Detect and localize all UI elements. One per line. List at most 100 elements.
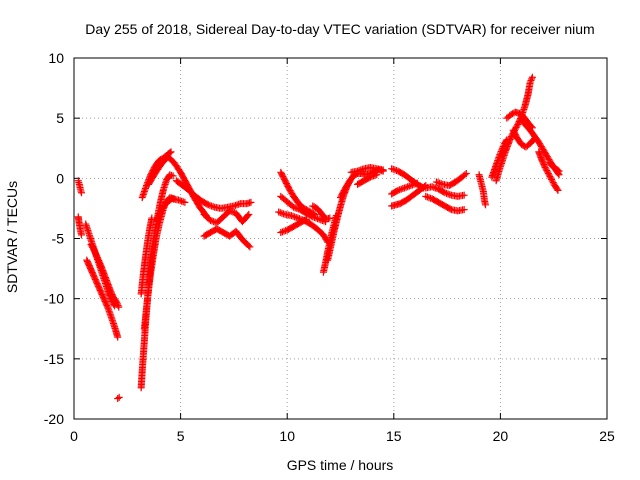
data-point [247,198,255,206]
data-point [460,191,468,199]
data-point [291,213,299,221]
data-point [309,213,317,221]
data-point [113,298,121,306]
data-point [301,216,309,224]
data-point [528,75,536,83]
x-tick-label: 15 [386,428,402,444]
data-point [373,171,381,179]
data-point [400,184,408,192]
data-point [412,180,420,188]
data-point [446,191,454,199]
data-point [156,210,164,218]
data-point [229,208,237,216]
x-tick-label: 10 [279,428,295,444]
data-point [528,73,536,81]
data-point [154,215,162,223]
data-point [544,168,552,176]
data-point [413,179,421,187]
data-point [553,185,561,193]
data-point [315,215,323,223]
data-point [181,198,189,206]
data-point [169,172,177,180]
data-point [371,171,379,179]
data-point [514,120,522,128]
data-point [397,185,405,193]
data-point [507,132,515,140]
data-point [77,189,85,197]
data-point [541,162,549,170]
data-point [277,228,285,236]
data-point [115,303,123,311]
data-point [437,180,445,188]
data-point [410,180,418,188]
data-point [548,177,556,185]
y-tick-label: -20 [44,411,64,427]
grid-lines [74,58,607,419]
data-point [89,245,97,253]
data-point [481,201,489,209]
data-point [527,76,535,84]
data-point [206,216,214,224]
data-point [554,186,562,194]
data-point [208,202,216,210]
data-point [166,171,174,179]
y-tick-label: 0 [56,170,64,186]
data-point [443,189,451,197]
data-point [402,183,410,191]
data-point [208,217,216,225]
data-point [434,179,442,187]
data-point [444,190,452,198]
data-point [436,179,444,187]
data-point [394,186,402,194]
data-point [245,242,253,250]
data-point [278,228,286,236]
data-point [326,214,334,222]
data-point [428,183,436,191]
data-point [317,216,325,224]
axis-ticks: 0 5 10 15 20 25 -20 -15 -10 -5 0 5 10 [44,50,615,444]
data-point [425,194,433,202]
data-point [555,167,563,175]
data-point [399,185,407,193]
data-point [290,203,298,211]
data-points [74,73,563,403]
data-point [391,166,399,174]
data-point [156,209,164,217]
data-point [276,209,284,217]
data-point [167,148,175,156]
data-point [546,173,554,181]
y-tick-label: -5 [52,231,65,247]
data-point [549,179,557,187]
data-point [244,212,252,220]
chart-title: Day 255 of 2018, Sidereal Day-to-day VTE… [85,21,594,37]
data-point [113,300,121,308]
data-point [355,167,363,175]
y-axis-label: SDTVAR / TECUs [4,181,20,293]
data-point [227,207,235,215]
data-point [547,174,555,182]
data-point [226,207,234,215]
data-point [291,204,299,212]
data-point [280,227,288,235]
data-point [114,301,122,309]
y-tick-label: 10 [48,50,64,66]
data-point [287,212,295,220]
data-point [379,166,387,174]
data-point [178,197,186,205]
x-axis-label: GPS time / hours [287,457,394,473]
data-point [543,167,551,175]
data-point [389,165,397,173]
data-point [366,173,374,181]
data-point [77,231,85,239]
data-point [431,184,439,192]
y-tick-label: -10 [44,291,64,307]
data-point [88,242,96,250]
data-point [314,215,322,223]
data-point [422,192,430,200]
data-point [461,171,469,179]
data-point [357,166,365,174]
data-point [115,393,123,401]
data-point [168,171,176,179]
x-tick-label: 5 [177,428,185,444]
